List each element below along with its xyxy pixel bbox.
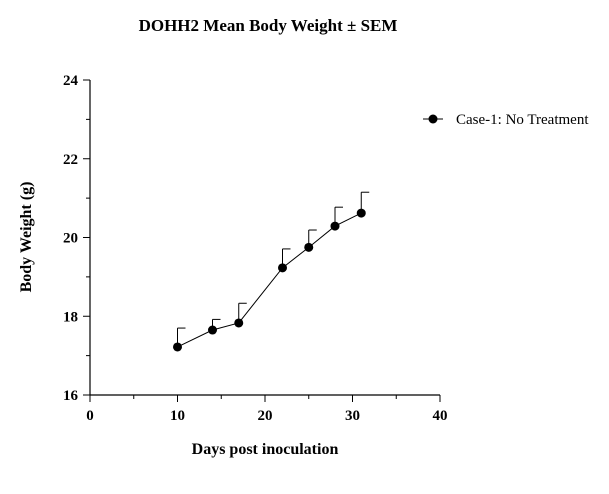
data-point — [208, 325, 217, 335]
y-tick-label: 20 — [63, 231, 78, 247]
x-tick-label: 10 — [170, 408, 185, 424]
legend-label: Case-1: No Treatment — [456, 112, 589, 128]
data-point — [330, 221, 340, 231]
y-tick-label: 16 — [63, 388, 79, 404]
x-axis-label: Days post inoculation — [192, 441, 339, 458]
data-point — [356, 208, 366, 218]
legend-marker — [428, 114, 438, 124]
y-tick-label: 18 — [63, 309, 78, 325]
series-0 — [173, 191, 370, 352]
series-layer — [173, 191, 370, 352]
axes — [89, 80, 440, 396]
series-line — [177, 212, 362, 348]
y-tick-label: 22 — [63, 152, 78, 168]
x-tick-label: 40 — [433, 408, 448, 424]
x-tick-label: 30 — [345, 408, 360, 424]
x-tick-label: 20 — [258, 408, 273, 424]
data-point — [234, 318, 244, 328]
y-tick-label: 24 — [63, 73, 79, 89]
data-point — [304, 242, 314, 252]
legend: Case-1: No Treatment — [423, 112, 589, 128]
data-point — [173, 342, 182, 352]
y-axis-label: Body Weight (g) — [18, 182, 35, 293]
ticks: 16 18 20 22 24 0 10 20 30 40 — [63, 73, 448, 424]
x-tick-label: 0 — [86, 408, 94, 424]
chart-title: DOHH2 Mean Body Weight ± SEM — [139, 16, 398, 35]
data-point — [278, 263, 287, 273]
